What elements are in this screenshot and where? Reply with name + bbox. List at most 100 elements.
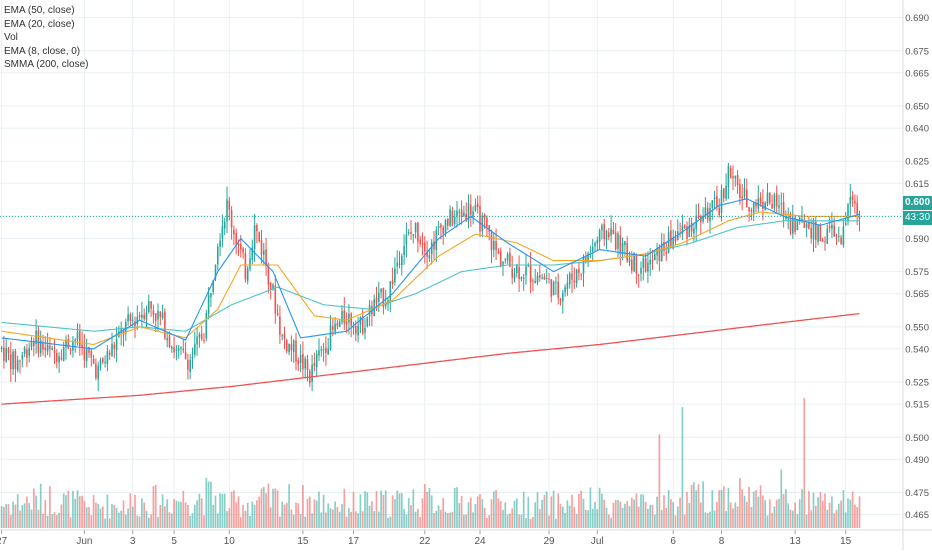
legend-smma200[interactable]: SMMA (200, close) — [4, 59, 89, 70]
candle-body — [557, 282, 559, 298]
legend-ema8[interactable]: EMA (8, close, 0) — [4, 45, 81, 57]
time-tick-label: 29 — [543, 536, 555, 547]
candle-body — [539, 274, 541, 278]
candle-body — [739, 184, 741, 199]
candle-body — [189, 360, 191, 372]
volume-bar — [437, 505, 440, 528]
candle-body — [421, 243, 424, 245]
candle-body — [60, 357, 63, 360]
volume-bar — [596, 509, 599, 528]
candle-body — [191, 356, 194, 359]
volume-bar — [357, 513, 359, 528]
indicator-legend: EMA (50, close) EMA (20, close) Vol EMA … — [4, 4, 88, 72]
candle-body — [65, 339, 67, 348]
candle-body — [598, 230, 601, 242]
candle-body — [591, 246, 594, 252]
time-tick-label: 10 — [224, 536, 236, 547]
candle-body — [633, 252, 635, 272]
candle-body — [150, 301, 152, 309]
volume-bar — [810, 510, 813, 528]
time-axis[interactable]: 27 Jun 3 5 10 15 17 22 24 29 Jul 6 8 13 15 — [0, 529, 932, 547]
volume-bar — [630, 497, 633, 528]
candle-body — [3, 347, 5, 361]
volume-bar — [115, 507, 118, 528]
candle-body — [118, 331, 120, 337]
candle-body — [138, 315, 141, 318]
candle-body — [486, 217, 488, 227]
candle-body — [658, 246, 661, 261]
candle-body — [828, 226, 831, 229]
price-tick-label: 0.615 — [905, 179, 929, 190]
volume-bar — [216, 513, 219, 528]
volume-bar — [407, 497, 410, 528]
candle-body — [391, 280, 394, 284]
legend-ema50[interactable]: EMA (50, close) — [4, 5, 75, 16]
candle-body — [240, 243, 242, 250]
price-tick-label: 0.475 — [905, 488, 929, 499]
volume-bar — [361, 511, 364, 528]
volume-bar — [640, 494, 642, 528]
candle-body — [364, 327, 366, 333]
bar-countdown-label: 43:30 — [903, 211, 932, 225]
volume-bar — [150, 514, 152, 528]
candle-body — [626, 242, 628, 262]
candle-body — [794, 217, 796, 233]
legend-ema20[interactable]: EMA (20, close) — [4, 18, 75, 30]
candle-body — [529, 264, 532, 282]
candle-body — [614, 232, 617, 250]
time-tick-label: 27 — [0, 536, 8, 547]
legend-vol[interactable]: Vol — [4, 32, 18, 43]
candle-body — [279, 316, 281, 335]
candle-body — [244, 253, 247, 280]
volume-bar — [205, 477, 208, 528]
candle-body — [16, 360, 19, 371]
candle-body — [348, 313, 350, 323]
time-tick-label: 8 — [719, 536, 725, 547]
volume-bar — [699, 502, 702, 528]
candle-body — [757, 198, 760, 209]
candle-body — [702, 217, 704, 222]
candle-body — [283, 333, 286, 340]
candle-body — [856, 202, 858, 215]
candle-body — [711, 200, 714, 208]
volume-bar — [605, 507, 608, 528]
candle-body — [433, 241, 435, 250]
candle-body — [603, 223, 605, 240]
candle-body — [401, 255, 403, 266]
candle-body — [470, 204, 472, 215]
indicator-lines — [0, 198, 903, 405]
candle-body — [693, 228, 695, 234]
volume-bar — [766, 515, 769, 528]
volume-bar — [831, 496, 833, 528]
price-tick-label: 0.590 — [905, 234, 929, 245]
candle-body — [35, 330, 37, 344]
candle-body — [102, 358, 104, 363]
volume-bar — [147, 517, 150, 528]
volume-bar — [557, 493, 560, 528]
volume-bar — [513, 500, 516, 528]
volume-bar — [129, 493, 132, 528]
volume-bar — [400, 493, 403, 528]
volume-bar — [292, 514, 295, 528]
candle-body — [851, 195, 854, 201]
volume-bar — [214, 495, 217, 528]
volume-bar — [42, 513, 44, 528]
price-axis[interactable]: 0.690 0.675 0.665 0.650 0.640 0.625 0.615 0.600… — [902, 0, 929, 550]
volume-bar — [534, 502, 537, 528]
candle-body — [649, 259, 651, 265]
volume-bar — [775, 499, 778, 528]
candle-body — [571, 273, 573, 280]
candle-body — [495, 240, 497, 251]
volume-bar — [697, 484, 700, 528]
candle-body — [564, 287, 566, 293]
candle-body — [74, 339, 76, 341]
candle-body — [718, 207, 720, 216]
candle-body — [357, 325, 359, 336]
candle-body — [435, 229, 438, 250]
candle-body — [180, 347, 182, 349]
candle-body — [543, 276, 546, 280]
volume-bar — [359, 494, 362, 528]
volume-bar — [653, 514, 656, 528]
